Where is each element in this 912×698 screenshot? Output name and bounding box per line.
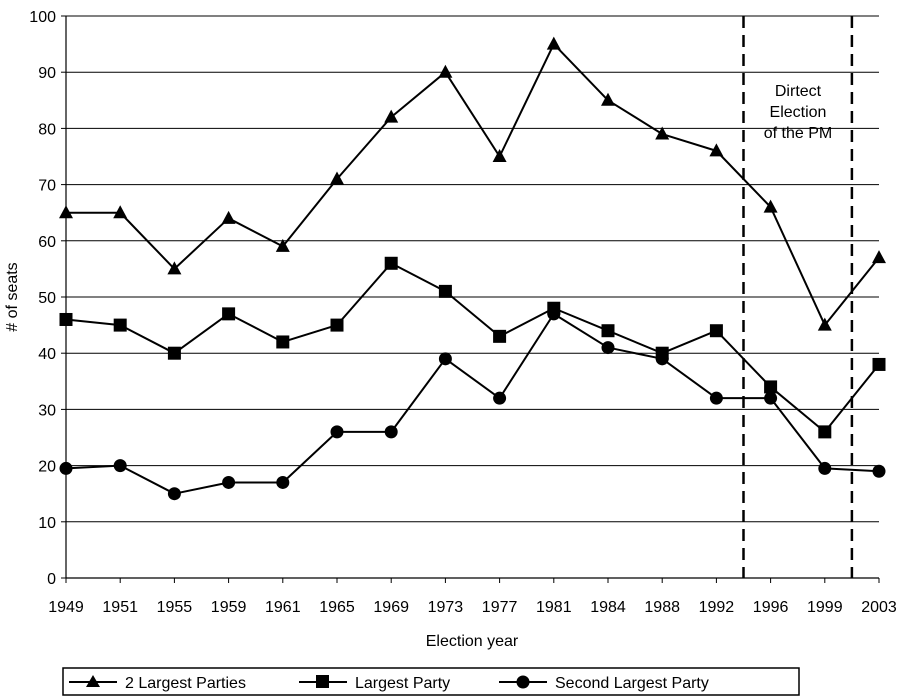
x-tick-label-1988: 1988 [644, 599, 680, 616]
point-2-largest-parties-1951 [113, 205, 128, 219]
point-largest-party-1973 [438, 284, 452, 298]
annotation-line-3: of the PM [764, 125, 832, 142]
point-largest-party-1984 [601, 324, 615, 338]
annotation-line-2: Election [770, 104, 827, 121]
series-line-second-largest-party [65, 312, 880, 495]
point-second-largest-party-1965 [330, 425, 344, 439]
point-second-largest-party-1984 [601, 341, 615, 355]
series-layer [59, 36, 886, 501]
point-2-largest-parties-2003 [872, 250, 886, 264]
y-tick-label-20: 20 [38, 459, 56, 476]
point-largest-party-2003 [872, 357, 886, 371]
point-largest-party-1961 [276, 335, 290, 349]
series-line-largest-party [65, 262, 880, 433]
x-tick-labels: 1949 1951 1955 1959 1961 1965 1969 1973 1977 1981… [48, 599, 897, 616]
point-2-largest-parties-1955 [167, 261, 182, 275]
point-second-largest-party-1955 [167, 487, 181, 501]
point-largest-party-1969 [384, 256, 398, 270]
point-2-largest-parties-1973 [438, 64, 453, 78]
point-second-largest-party-1981 [547, 307, 561, 321]
x-tick-label-1973: 1973 [428, 599, 464, 616]
y-axis-title: # of seats [4, 262, 21, 331]
point-second-largest-party-1949 [59, 461, 73, 475]
x-tick-label-1977: 1977 [482, 599, 518, 616]
legend: 2 Largest Parties Largest Party Second L… [62, 667, 800, 696]
point-second-largest-party-1992 [709, 391, 723, 405]
point-largest-party-1965 [330, 318, 344, 332]
direct-election-annotation: Dirtect Election of the PM [764, 83, 832, 142]
y-tick-label-10: 10 [38, 515, 56, 532]
point-2-largest-parties-1977 [492, 149, 507, 162]
point-2-largest-parties-1965 [330, 171, 344, 185]
y-tick-label-40: 40 [38, 346, 56, 363]
y-tick-label-100: 100 [29, 9, 56, 26]
point-largest-party-1996 [764, 380, 778, 394]
legend-item-largest-party: Largest Party [299, 675, 450, 692]
point-largest-party-1955 [167, 346, 181, 360]
annotation-line-1: Dirtect [775, 83, 822, 100]
point-2-largest-parties-1959 [221, 210, 236, 224]
y-tick-label-80: 80 [38, 121, 56, 138]
point-2-largest-parties-1992 [709, 143, 724, 157]
legend-label-largest-party: Largest Party [355, 675, 450, 692]
axes [61, 15, 880, 583]
y-tick-label-50: 50 [38, 290, 56, 307]
legend-box [62, 667, 800, 696]
y-tick-label-70: 70 [38, 178, 56, 195]
point-2-largest-parties-1999 [817, 317, 832, 331]
x-tick-label-1961: 1961 [265, 599, 301, 616]
x-tick-label-1981: 1981 [536, 599, 572, 616]
y-tick-labels: 0 10 20 30 40 50 60 70 80 90 100 [29, 9, 56, 588]
x-tick-label-1955: 1955 [157, 599, 193, 616]
point-2-largest-parties-1984 [601, 92, 615, 106]
x-axis-title: Election year [426, 633, 519, 650]
point-2-largest-parties-1949 [59, 205, 73, 219]
x-tick-label-1996: 1996 [753, 599, 789, 616]
legend-label-second-largest-party: Second Largest Party [555, 675, 709, 692]
x-tick-label-1965: 1965 [319, 599, 355, 616]
point-second-largest-party-1961 [276, 475, 290, 489]
x-tick-label-1992: 1992 [699, 599, 735, 616]
point-largest-party-1959 [222, 307, 236, 321]
point-largest-party-1949 [59, 312, 73, 326]
point-largest-party-1999 [818, 425, 832, 439]
point-2-largest-parties-1969 [384, 109, 399, 123]
legend-item-2-largest-parties: 2 Largest Parties [69, 675, 246, 692]
legend-item-second-largest-party: Second Largest Party [499, 675, 709, 692]
legend-label-2-largest-parties: 2 Largest Parties [125, 675, 246, 692]
y-tick-label-0: 0 [47, 571, 56, 588]
point-second-largest-party-1969 [384, 425, 398, 439]
y-tick-label-30: 30 [38, 402, 56, 419]
y-tick-label-60: 60 [38, 234, 56, 251]
point-second-largest-party-1951 [113, 459, 127, 473]
point-second-largest-party-1999 [818, 461, 832, 475]
point-second-largest-party-1959 [222, 475, 236, 489]
point-2-largest-parties-1961 [275, 238, 290, 252]
x-tick-label-1984: 1984 [590, 599, 626, 616]
point-largest-party-1977 [493, 329, 507, 343]
point-second-largest-party-1973 [438, 352, 452, 366]
legend-square-marker [316, 675, 329, 688]
point-2-largest-parties-1981 [546, 36, 561, 50]
point-2-largest-parties-1988 [655, 126, 670, 140]
x-tick-label-1969: 1969 [373, 599, 409, 616]
point-second-largest-party-1977 [493, 391, 507, 405]
x-tick-label-1999: 1999 [807, 599, 843, 616]
legend-triangle-marker [86, 675, 100, 687]
x-tick-label-1949: 1949 [48, 599, 84, 616]
point-second-largest-party-1988 [655, 352, 669, 366]
x-tick-label-1951: 1951 [102, 599, 138, 616]
grid-lines [66, 15, 879, 523]
legend-circle-marker [516, 675, 530, 689]
point-second-largest-party-2003 [872, 464, 886, 478]
point-largest-party-1992 [709, 324, 723, 338]
point-largest-party-1951 [113, 318, 127, 332]
point-2-largest-parties-1996 [763, 199, 778, 213]
series-line-2-largest-parties [66, 43, 880, 327]
point-second-largest-party-1996 [764, 391, 778, 405]
x-tick-label-1959: 1959 [211, 599, 247, 616]
y-tick-label-90: 90 [38, 65, 56, 82]
x-tick-label-2003: 2003 [861, 599, 897, 616]
